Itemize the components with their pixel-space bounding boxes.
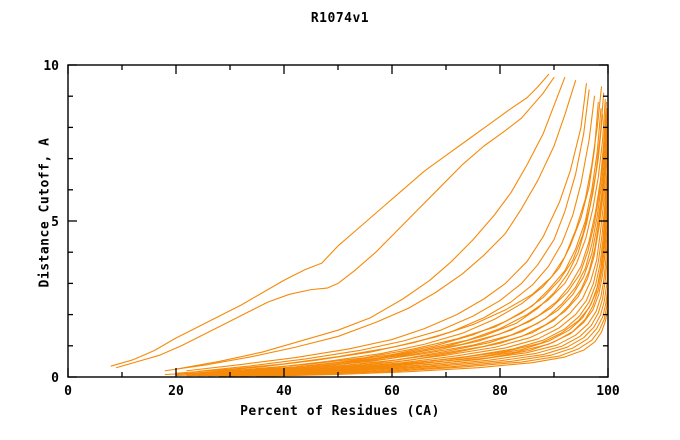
curve-13	[197, 98, 606, 375]
curve-14	[207, 101, 607, 375]
x-tick-label-20: 20	[168, 384, 184, 399]
curve-26	[186, 186, 609, 377]
x-axis-label: Percent of Residues (CA)	[240, 404, 440, 419]
curve-5	[186, 83, 587, 372]
curve-27	[197, 223, 609, 377]
curve-3	[175, 76, 566, 370]
x-tick-label-60: 60	[384, 384, 400, 399]
curve-10	[240, 114, 604, 374]
curve-6	[197, 89, 590, 372]
curve-31	[240, 289, 609, 377]
axis-frame	[67, 64, 609, 378]
curve-2	[116, 76, 555, 369]
tick-labels: 0 20 40 60 80 100 0 5 10	[43, 59, 620, 399]
curve-20	[197, 126, 609, 376]
data-curves	[110, 73, 609, 377]
curve-21	[207, 129, 609, 376]
y-tick-label-0: 0	[51, 371, 59, 386]
curve-1	[110, 73, 550, 367]
curve-4	[164, 80, 577, 372]
curve-17	[164, 117, 607, 376]
curve-8	[218, 101, 599, 373]
x-tick-label-0: 0	[64, 384, 72, 399]
chart-title: R1074v1	[310, 11, 370, 26]
x-tick-label-40: 40	[276, 384, 292, 399]
x-tick-label-100: 100	[596, 384, 620, 399]
curve-12	[186, 92, 605, 375]
y-tick-label-5: 5	[51, 215, 59, 230]
curve-18	[175, 120, 609, 376]
x-tick-label-80: 80	[492, 384, 508, 399]
curve-29	[218, 261, 609, 377]
curve-25	[175, 183, 609, 376]
curve-9	[229, 108, 602, 374]
curve-19	[186, 123, 609, 376]
curve-16	[229, 111, 609, 375]
curve-15	[218, 108, 608, 375]
curve-32	[256, 307, 609, 377]
curve-11	[175, 86, 603, 374]
y-tick-label-10: 10	[43, 59, 59, 74]
